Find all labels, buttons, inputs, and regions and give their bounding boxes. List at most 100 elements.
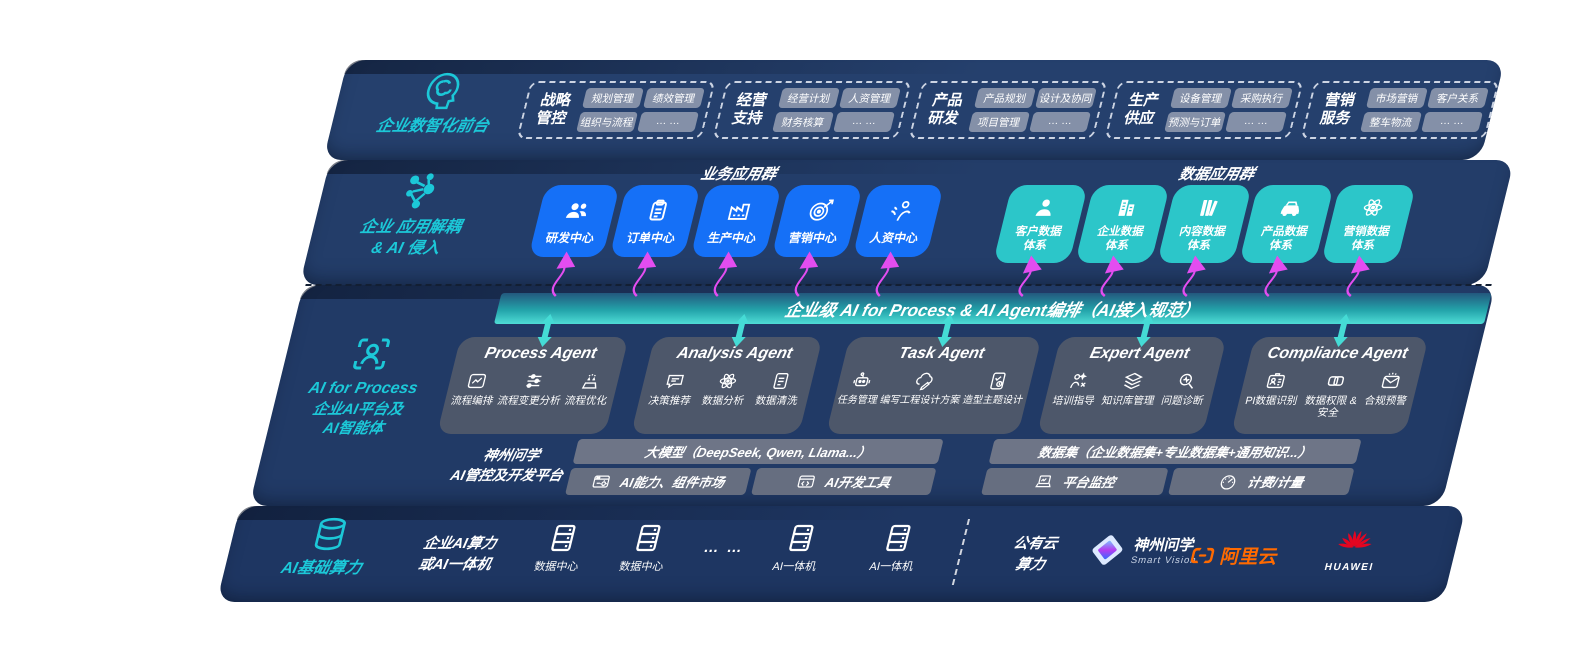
server-icon — [788, 524, 814, 552]
group-marketing: 营销 服务 市场营销 客户关系 整车物流 … … — [1300, 81, 1500, 139]
cell-ai-devtools: AI开发工具 — [750, 468, 937, 495]
dataset-bar: 数据集（企业数据集+专业数据集+通用知识...） — [988, 439, 1362, 464]
group-title-line: 经营 — [734, 92, 769, 109]
agent-item: 任务管理 — [836, 370, 885, 407]
data-box-product: 产品数据 体系 — [1238, 185, 1335, 263]
capability-chip: 绩效管理 — [642, 88, 705, 108]
group-title: 营销 服务 — [1312, 92, 1363, 128]
agent-item: 知识库管理 — [1100, 370, 1162, 407]
agent-item: 流程变更分析 — [496, 370, 568, 407]
factory-icon — [727, 203, 750, 220]
agent-item-label: 合规预警 — [1363, 395, 1409, 407]
books-icon — [1199, 199, 1218, 216]
ai-layer-label-line: AI for Process — [306, 380, 420, 397]
agent-item-label: 知识库管理 — [1100, 395, 1156, 407]
agent-item-label: 流程变更分析 — [496, 395, 562, 407]
compliance-agent-card: Compliance Agent PI数据识别 数据权限 & 安全 合规预警 — [1230, 337, 1429, 434]
data-box-label-line: 营销数据 — [1342, 225, 1392, 238]
ai-layer-label: AI for Process 企业AI平台及 AI智能体 — [266, 333, 462, 439]
cell-label: AI开发工具 — [823, 475, 893, 490]
data-box-label: 企业数据 体系 — [1092, 225, 1145, 254]
agent-item-label: 数据清洗 — [753, 395, 799, 407]
capability-chip: 预测与订单 — [1164, 112, 1226, 132]
flow-chart-icon — [467, 373, 487, 389]
front-office-label-text: 企业数智化前台 — [374, 118, 491, 135]
node-label: 数据中心 — [532, 561, 580, 573]
capability-chip: 设备管理 — [1169, 88, 1232, 108]
capability-chip: … … — [1029, 112, 1091, 132]
agent-item: 流程优化 — [563, 370, 614, 407]
decouple-label-line: 企业 应用解耦 — [358, 219, 463, 236]
node-label: 数据中心 — [617, 561, 665, 573]
capability-chip: 客户关系 — [1426, 88, 1489, 108]
capability-chip: 组织与流程 — [576, 112, 638, 132]
database-icon — [313, 517, 347, 551]
app-box-label: 营销中心 — [787, 230, 839, 245]
agent-title: Compliance Agent — [1265, 345, 1410, 362]
layer-stack: 企业数智化前台 战略 管控 规划管理 绩效管理 组织与流程 … … 经营 支持 经营… — [204, 55, 1572, 607]
huawei-name: HUAWEI — [1323, 562, 1375, 573]
capability-chip: 产品规划 — [973, 88, 1036, 108]
agent-item-label: 造型主题设计 — [961, 395, 1025, 406]
data-box-label: 客户数据 体系 — [1010, 225, 1063, 254]
business-app-boxes: 研发中心 订单中心 生产中心 营销中心 人资中心 — [528, 185, 945, 257]
teaching-icon — [1069, 373, 1088, 389]
agent-title: Expert Agent — [1088, 345, 1192, 362]
agent-items: PI数据识别 数据权限 & 安全 合规预警 — [1235, 370, 1421, 419]
huawei-flower-icon — [1336, 530, 1376, 549]
agent-item-label: 任务管理 — [836, 395, 879, 406]
infra-label-text: AI基础算力 — [279, 560, 364, 577]
smart-vision-logo: 神州问学 Smart Vision — [1084, 531, 1204, 569]
document-icon — [773, 372, 790, 390]
group-title-line: 生产 — [1126, 92, 1161, 109]
data-box-label: 营销数据体系 — [1338, 225, 1391, 254]
agent-item-label: 流程编排 — [449, 395, 495, 407]
molecule-icon — [401, 172, 440, 210]
platform-label-line: AI管控及开发平台 — [448, 467, 565, 484]
group-strategy: 战略 管控 规划管理 绩效管理 组织与流程 … … — [516, 81, 716, 139]
agent-title: Task Agent — [897, 345, 987, 362]
platform-cells-left: AI能力、组件市场 AI开发工具 — [564, 468, 937, 495]
agent-item: 问题诊断 — [1160, 370, 1211, 407]
group-title-line: 营销 — [1322, 92, 1357, 109]
code-window-icon — [797, 475, 816, 488]
process-agent-card: Process Agent 流程编排 流程变更分析 流程优化 — [436, 337, 629, 434]
scan-person-icon — [352, 338, 391, 370]
data-box-label: 产品数据 体系 — [1256, 225, 1309, 254]
capability-chip: 设计及协同 — [1034, 88, 1097, 108]
node-datacenter: 数据中心 — [595, 521, 698, 574]
robot-icon — [852, 372, 873, 387]
group-title-line: 产品 — [930, 92, 965, 109]
app-box-label: 生产中心 — [706, 230, 758, 245]
ai-orchestration-bar-title: 企业级 AI for Process & AI Agent编排（AI接入规范） — [782, 301, 1202, 320]
agent-item-label: 决策推荐 — [647, 395, 693, 407]
agent-item-label: 数据分析 — [700, 395, 746, 407]
task-agent-card: Task Agent 任务管理 编写工程设计方案 造型主题设计 — [825, 337, 1042, 434]
analysis-agent-card: Analysis Agent 决策推荐 数据分析 数据清洗 — [630, 337, 823, 434]
capability-chip: 财务核算 — [772, 112, 834, 132]
agent-item-label: 编写工程设计方案 — [878, 395, 962, 406]
data-box-label-line: 体系 — [1350, 240, 1377, 252]
group-operation: 经营 支持 经营计划 人资管理 财务核算 … … — [712, 81, 912, 139]
agent-item-label: PI数据识别 — [1243, 395, 1299, 407]
model-bar-label: 大模型（DeepSeek, Qwen, Llama...） — [643, 445, 873, 460]
cloud-label-line: 算力 — [1013, 557, 1047, 574]
app-box-label: 研发中心 — [544, 230, 596, 245]
id-card-icon — [1266, 373, 1287, 389]
diagnose-icon — [1178, 373, 1197, 390]
data-box-label-line: 体系 — [1186, 240, 1213, 252]
capability-chip: 采购执行 — [1230, 88, 1293, 108]
capability-chip: 人资管理 — [838, 88, 901, 108]
public-cloud-label: 公有云 算力 — [980, 534, 1085, 576]
group-chips: 经营计划 人资管理 财务核算 … … — [772, 88, 901, 132]
access-boundary-dashed-line — [305, 284, 1492, 286]
app-box-marketing-center: 营销中心 — [771, 185, 864, 257]
capability-chip: 规划管理 — [581, 88, 644, 108]
data-box-content: 内容数据 体系 — [1156, 185, 1253, 263]
decouple-label: 企业 应用解耦 & AI 侵入 — [318, 168, 510, 260]
agent-item: 造型主题设计 — [961, 370, 1030, 407]
data-box-label-line: 企业数据 — [1096, 225, 1146, 238]
group-title: 战略 管控 — [528, 92, 579, 128]
group-title: 生产 供应 — [1116, 92, 1167, 128]
